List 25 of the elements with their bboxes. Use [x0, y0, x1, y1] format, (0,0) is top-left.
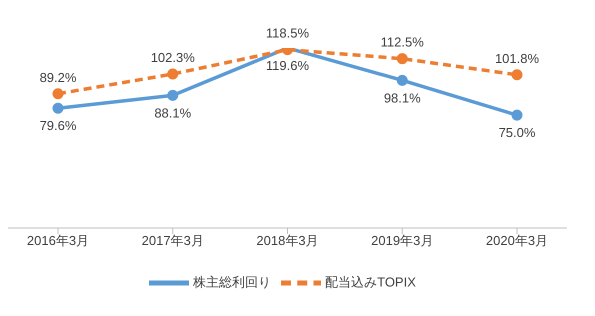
- x-tick-label: 2018年3月: [256, 233, 319, 248]
- data-label: 102.3%: [150, 50, 196, 66]
- x-tick-label: 2016年3月: [26, 233, 90, 248]
- data-label: 75.0%: [498, 125, 536, 140]
- data-label: 112.5%: [380, 34, 424, 50]
- legend-label: 株主総利回り: [193, 274, 272, 290]
- legend-label: 配当込みTOPIX: [325, 274, 416, 290]
- point: [167, 68, 178, 80]
- point: [52, 102, 64, 114]
- data-label: 79.6%: [40, 118, 77, 134]
- x-tick-label: 2020年3月: [486, 233, 548, 248]
- point: [512, 69, 522, 80]
- data-label: 88.1%: [154, 105, 192, 120]
- data-label: 89.2%: [40, 70, 77, 85]
- data-label: 119.6%: [266, 58, 310, 73]
- data-label: 98.1%: [384, 90, 422, 106]
- data-label: 101.8%: [494, 50, 540, 66]
- point: [512, 110, 522, 121]
- point: [52, 88, 64, 100]
- x-tick-label: 2019年3月: [371, 233, 434, 248]
- point: [396, 74, 408, 86]
- point: [167, 90, 178, 101]
- x-tick-label: 2017年3月: [142, 233, 204, 248]
- point: [396, 53, 408, 64]
- data-label: 118.5%: [266, 26, 310, 41]
